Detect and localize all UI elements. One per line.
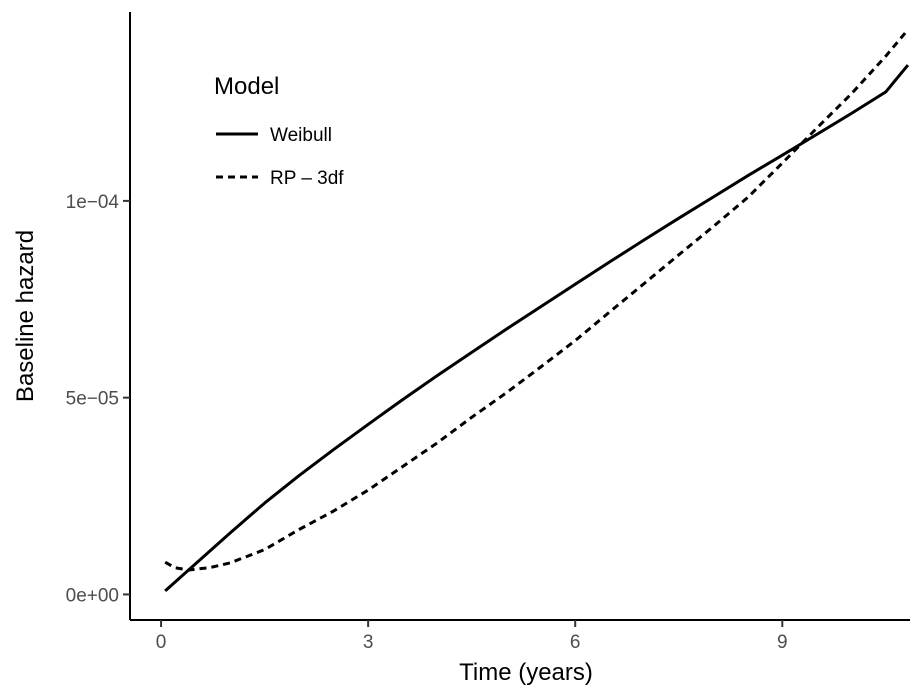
legend-label-rp-3df: RP – 3df	[270, 168, 344, 189]
axes	[129, 12, 910, 621]
y-axis-title: Baseline hazard	[12, 230, 39, 402]
series-line-weibull	[164, 64, 910, 593]
x-axis-title: Time (years)	[459, 659, 593, 686]
plot-area	[164, 28, 910, 593]
series-line-rp-3df	[164, 28, 910, 572]
y-tick-label: 5e−05	[66, 389, 119, 410]
x-tick-label: 3	[363, 632, 374, 653]
x-tick-label: 0	[156, 632, 167, 653]
legend-title: Model	[214, 73, 279, 100]
y-tick-label: 1e−04	[66, 192, 120, 213]
x-tick-label: 6	[570, 632, 581, 653]
legend-label-weibull: Weibull	[270, 125, 332, 146]
legend: Model Weibull RP – 3df	[214, 73, 344, 189]
y-tick-label: 0e+00	[66, 585, 119, 606]
tick-marks: 0 3 6 9 0e+00 5e−05 1e−04	[66, 192, 788, 653]
x-tick-label: 9	[777, 632, 788, 653]
